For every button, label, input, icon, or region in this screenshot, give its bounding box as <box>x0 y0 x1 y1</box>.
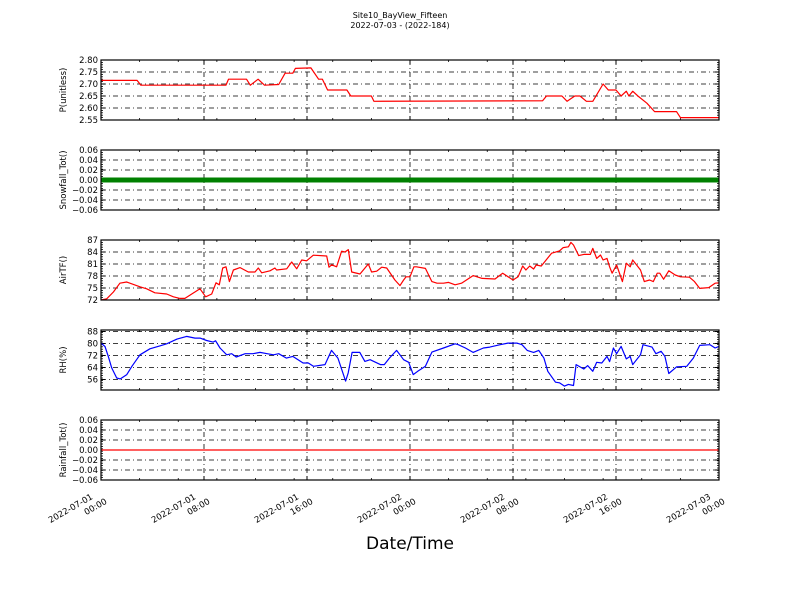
y-tick-label: −0.02 <box>72 186 98 196</box>
y-tick-label: 72 <box>87 296 98 306</box>
y-tick-label: 2.55 <box>79 116 98 126</box>
y-tick-label: −0.02 <box>72 456 98 466</box>
x-axis-label: Date/Time <box>366 534 454 554</box>
y-tick-label: 2.75 <box>79 68 98 78</box>
y-tick-label: 88 <box>87 328 98 338</box>
plot-frame <box>100 59 720 121</box>
y-tick-label: 81 <box>87 260 98 270</box>
x-tick-label: 2022-07-0208:00 <box>459 487 521 535</box>
y-tick-label: 2.80 <box>79 56 98 66</box>
y-tick-label: 0.04 <box>79 426 98 436</box>
panel-rainfall-tot: −0.06−0.04−0.020.000.020.040.06 Rainfall_… <box>59 416 720 486</box>
x-tick-label: 2022-07-0200:00 <box>356 487 418 535</box>
y-tick-label: 56 <box>87 376 98 386</box>
y-axis-label: Rainfall_Tot() <box>59 423 69 478</box>
y-tick-label: 0.06 <box>79 416 98 426</box>
x-tick-label: 2022-07-0100:00 <box>47 487 109 535</box>
series-line <box>100 335 720 387</box>
x-tick-label: 2022-07-0300:00 <box>665 487 727 535</box>
y-tick-label: 0.06 <box>79 146 98 156</box>
y-tick-label: 0.00 <box>79 176 98 186</box>
y-tick-label: 2.60 <box>79 104 98 114</box>
y-tick-label: 84 <box>87 248 98 258</box>
x-tick-label: 2022-07-0108:00 <box>150 487 212 535</box>
panel-rh: 56 64 72 80 88 RH(%) <box>59 328 720 391</box>
y-tick-label: −0.06 <box>72 206 98 216</box>
panel-snowfall-tot: −0.06−0.04−0.020.000.020.040.06 Snowfall_… <box>59 146 720 216</box>
y-tick-label: −0.04 <box>72 196 98 206</box>
y-tick-label: 0.02 <box>79 166 98 176</box>
y-tick-label: 87 <box>87 236 98 246</box>
y-tick-label: 0.02 <box>79 436 98 446</box>
y-tick-label: 2.70 <box>79 80 98 90</box>
y-tick-label: 2.65 <box>79 92 98 102</box>
y-tick-label: 72 <box>87 352 98 362</box>
chart-title-text: Site10_BayView_Fifteen <box>352 11 448 20</box>
y-tick-label: 75 <box>87 284 98 294</box>
plot-frame <box>100 239 720 301</box>
y-tick-label: 0.04 <box>79 156 98 166</box>
y-tick-label: 78 <box>87 272 98 282</box>
series-line <box>100 241 720 301</box>
series-line <box>101 67 719 119</box>
y-tick-label: 64 <box>87 364 98 374</box>
plot-frame <box>100 149 720 211</box>
y-tick-label: 0.00 <box>79 446 98 456</box>
panel-airtf: 72 75 78 81 84 87 AirTF() <box>59 236 720 306</box>
y-tick-label: −0.04 <box>72 466 98 476</box>
y-tick-label: 80 <box>87 340 98 350</box>
chart-title: Site10_BayView_Fifteen 2022-07-03 - (202… <box>0 11 800 31</box>
plot-frame <box>100 329 720 391</box>
y-axis-label: RH(%) <box>59 346 69 373</box>
x-tick-label: 2022-07-0216:00 <box>562 487 624 535</box>
y-axis-label: Snowfall_Tot() <box>59 150 69 209</box>
chart-subtitle-text: 2022-07-03 - (2022-184) <box>350 21 450 30</box>
panel-p-unitless: 2.55 2.60 2.65 2.70 2.75 2.80 P(unitless) <box>59 56 720 126</box>
y-tick-label: −0.06 <box>72 476 98 486</box>
plot-frame <box>100 419 720 481</box>
x-tick-label: 2022-07-0116:00 <box>253 487 315 535</box>
y-axis-label: P(unitless) <box>59 68 69 113</box>
y-axis-label: AirTF() <box>59 256 69 284</box>
